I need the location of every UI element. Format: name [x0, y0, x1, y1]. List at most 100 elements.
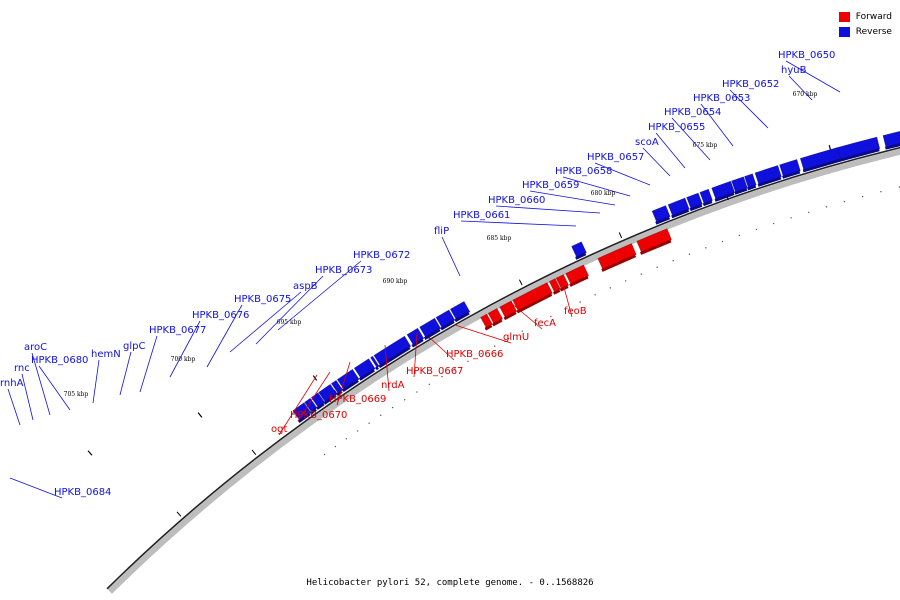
leader-line — [561, 279, 573, 318]
scale-tick-label: 690 kbp — [383, 278, 408, 285]
gene-label[interactable]: glpC — [123, 341, 145, 352]
scale-tick-label: 670 kbp — [793, 91, 818, 98]
gene-shadow — [423, 328, 441, 340]
gene-label[interactable]: HPKB_0667 — [406, 366, 463, 377]
scale-tick-mark — [251, 449, 257, 456]
leader-line — [562, 176, 631, 197]
leader-line — [336, 361, 351, 406]
forward-swatch — [838, 11, 850, 22]
gene-label[interactable]: ogt — [271, 424, 287, 435]
gene-shadow — [309, 408, 317, 415]
leader-line — [454, 324, 512, 344]
gene-label[interactable]: HPKB_0653 — [693, 93, 750, 104]
leader-line — [729, 89, 769, 129]
leader-line — [31, 352, 51, 416]
gene-label[interactable]: HPKB_0677 — [149, 325, 206, 336]
leader-line — [594, 162, 651, 186]
legend-reverse: Reverse — [838, 24, 892, 39]
gene-shadow — [516, 293, 553, 314]
gene-label[interactable]: fliP — [434, 226, 449, 237]
minor-tick — [467, 360, 469, 362]
minor-tick — [579, 301, 581, 303]
gene-shadow — [454, 311, 470, 323]
gene-label[interactable]: HPKB_0669 — [329, 394, 386, 405]
minor-tick — [507, 337, 510, 340]
gene-label[interactable]: HPKB_0654 — [664, 107, 721, 118]
gene-shadow — [640, 239, 672, 255]
scale-tick-label: 705 kbp — [64, 391, 89, 398]
gene-label[interactable]: fecA — [534, 318, 556, 329]
leader-line — [278, 374, 318, 436]
backbone-line — [106, 146, 900, 590]
minor-tick — [323, 453, 326, 456]
gene-label[interactable]: HPKB_0659 — [522, 180, 579, 191]
gene-shadow — [492, 318, 503, 327]
gene-label[interactable]: rnc — [14, 363, 30, 374]
gene-label[interactable]: HPKB_0661 — [453, 210, 510, 221]
gene-label[interactable]: aspB — [293, 281, 318, 292]
gene-label[interactable]: hyuB — [781, 65, 807, 76]
gene-label[interactable]: rnhA — [0, 378, 24, 389]
minor-tick — [521, 330, 524, 332]
gene-label[interactable]: HPKB_0680 — [31, 355, 88, 366]
leader-line — [642, 147, 671, 177]
gene-label[interactable]: HPKB_0660 — [488, 195, 545, 206]
gene-label[interactable]: scoA — [635, 137, 659, 148]
gene-label[interactable]: HPKB_0684 — [54, 487, 111, 498]
scale-tick-mark — [176, 511, 182, 517]
leader-line — [429, 337, 455, 361]
leader-line — [9, 477, 63, 499]
gene-label[interactable]: HPKB_0657 — [587, 152, 644, 163]
gene-label[interactable]: HPKB_0676 — [192, 310, 249, 321]
gene-label[interactable]: nrdA — [381, 380, 405, 391]
gene-label[interactable]: glmU — [503, 332, 529, 343]
leader-line — [785, 60, 841, 93]
gene-label[interactable]: HPKB_0658 — [555, 166, 612, 177]
gene-shadow — [655, 216, 671, 225]
gene-shadow — [782, 170, 801, 179]
gene-label[interactable]: hemN — [91, 349, 121, 360]
gene-shadow — [671, 208, 690, 219]
minor-tick — [861, 195, 864, 198]
gene-label[interactable]: aroC — [24, 342, 47, 353]
gene-shadow — [747, 184, 757, 191]
gene-label[interactable]: feoB — [564, 306, 587, 317]
leader-line — [441, 236, 461, 277]
minor-tick — [755, 228, 758, 231]
gene-shadow — [378, 346, 411, 369]
gene-shadow — [569, 275, 589, 287]
leader-line — [229, 291, 302, 353]
gene-label[interactable]: HPKB_0675 — [234, 294, 291, 305]
gene-label[interactable]: HPKB_0652 — [722, 79, 779, 90]
leader-line — [788, 75, 813, 101]
minor-tick — [454, 368, 456, 370]
minor-tick — [494, 345, 496, 347]
leader-line — [92, 359, 100, 404]
leader-line — [384, 344, 390, 392]
backbone-shadow — [107, 148, 900, 594]
gene-label[interactable]: HPKB_0670 — [290, 410, 347, 421]
minor-tick — [843, 200, 846, 203]
gene-shadow — [484, 324, 493, 331]
minor-tick — [368, 422, 370, 424]
leader-line — [119, 351, 132, 396]
minor-tick — [564, 308, 567, 310]
leader-line — [255, 275, 324, 345]
inner-tick-marks — [87, 144, 900, 456]
gene-label[interactable]: HPKB_0655 — [648, 122, 705, 133]
gene-label[interactable]: HPKB_0650 — [778, 50, 835, 61]
gene-label[interactable]: HPKB_0672 — [353, 250, 410, 261]
minor-tick — [880, 190, 882, 193]
minor-tick — [441, 375, 443, 378]
gene-label[interactable]: HPKB_0673 — [315, 265, 372, 276]
gene-label[interactable]: HPKB_0666 — [446, 349, 503, 360]
minor-tick — [807, 211, 810, 213]
minor-tick — [345, 438, 348, 440]
gene-shadow — [757, 176, 782, 187]
gene-shadow — [714, 192, 735, 202]
gene-shadow — [440, 320, 455, 331]
gene-shadow — [323, 394, 337, 405]
legend-forward-label: Forward — [855, 11, 892, 22]
gene-shadow — [802, 158, 841, 173]
gene-shadow — [734, 187, 748, 195]
